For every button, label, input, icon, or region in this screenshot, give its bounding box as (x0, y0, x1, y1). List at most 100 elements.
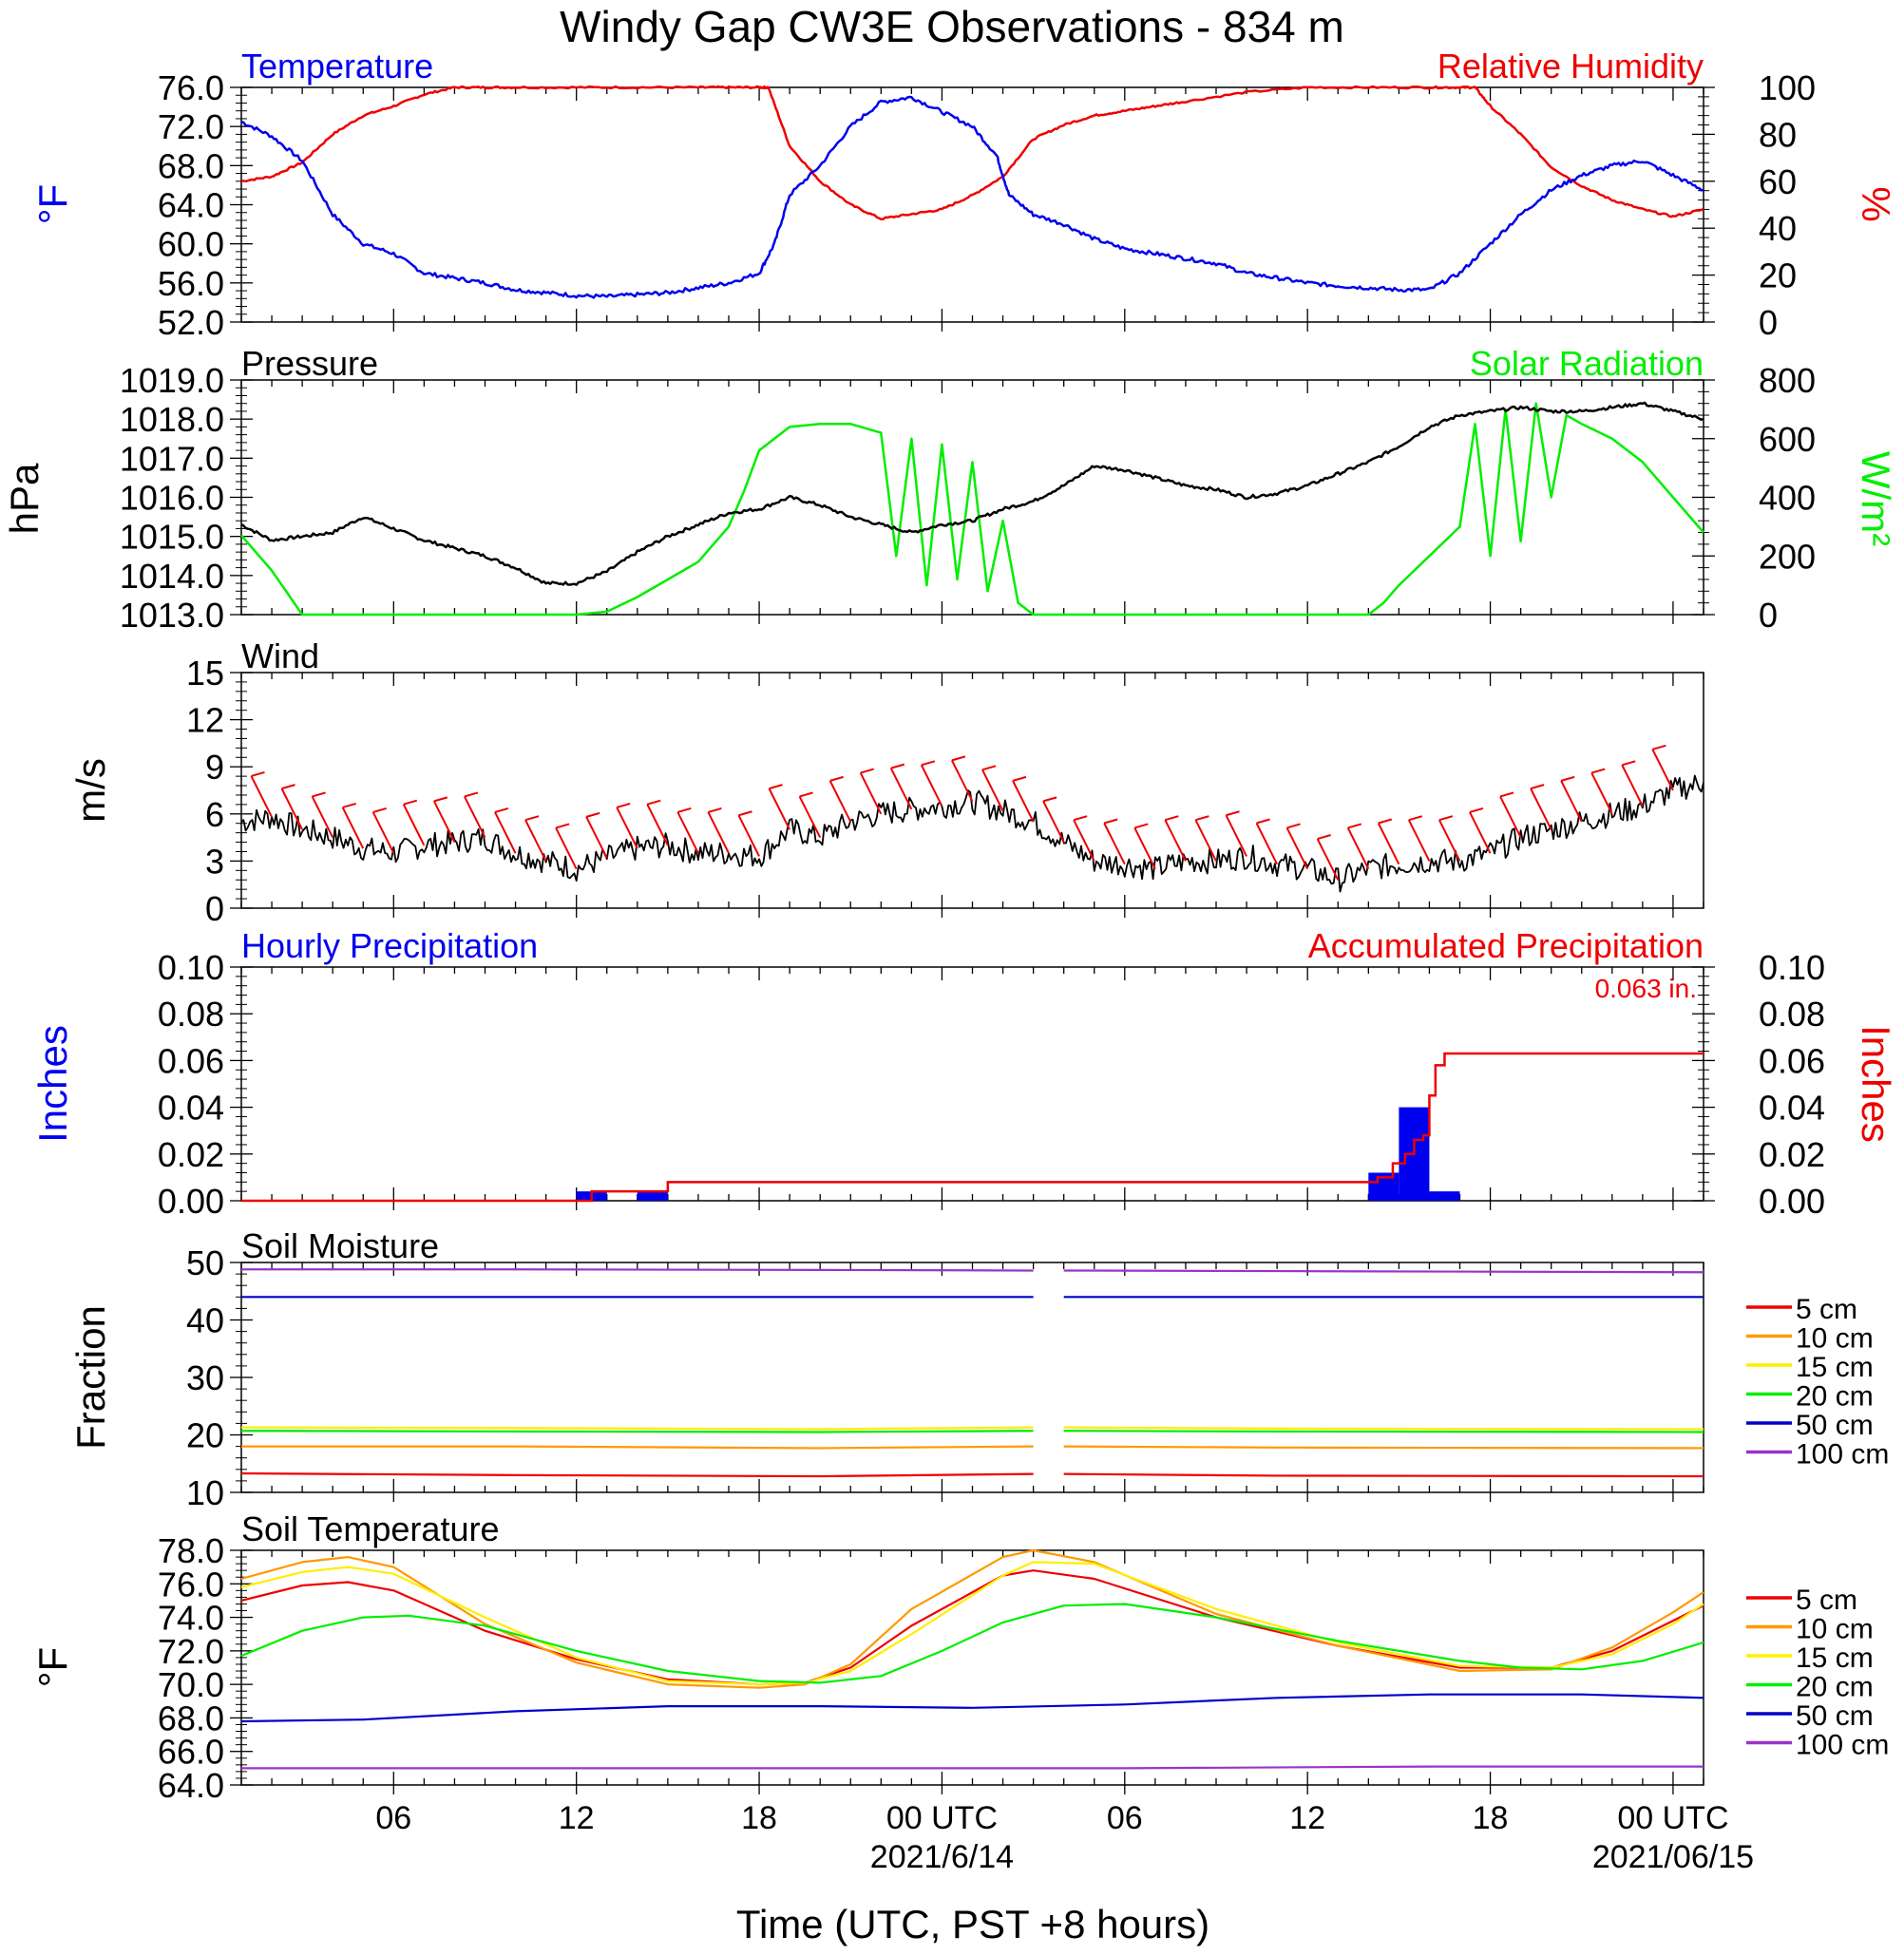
temp-y-tick-label: 60.0 (158, 225, 224, 264)
temperature-title: Temperature (241, 47, 433, 85)
wind-barb (1103, 823, 1126, 865)
legend-label: 5 cm (1796, 1294, 1857, 1325)
wind-barb (1590, 768, 1606, 774)
soil-moisture-10cm-series (241, 1445, 1034, 1450)
wind-barb (371, 811, 395, 854)
wind-barb (981, 765, 997, 771)
pressure-y-tick-label: 1013.0 (120, 596, 224, 635)
wind-barb (1285, 827, 1309, 870)
solar-y-tick-label: 200 (1759, 537, 1816, 576)
solar-axis-label: W/m² (1854, 451, 1898, 546)
wind-barb (1134, 823, 1149, 829)
pressure-y-tick-label: 1019.0 (120, 361, 224, 400)
legend-label: 15 cm (1796, 1642, 1874, 1674)
wind-barb (646, 804, 669, 846)
hourly-precip-title: Hourly Precipitation (241, 926, 538, 965)
wind-title: Wind (241, 636, 319, 675)
temp-axis-label: °F (30, 184, 75, 224)
wind-barb (1560, 775, 1575, 782)
accum-precip-title: Accumulated Precipitation (1308, 926, 1704, 965)
wind-barb (768, 788, 791, 830)
humidity-title: Relative Humidity (1438, 47, 1704, 85)
x-tick-label: 00 UTC (1617, 1800, 1728, 1836)
solar-y-tick-label: 600 (1759, 420, 1816, 459)
pressure-series (240, 401, 1704, 586)
wind-barb (737, 814, 760, 857)
wind-barb (738, 810, 752, 817)
wind-barb (860, 768, 874, 774)
rh-y-tick-label: 40 (1759, 209, 1797, 248)
wind-barb (1560, 780, 1583, 823)
soil-moisture-5cm-series (1063, 1472, 1704, 1478)
legend-label: 50 cm (1796, 1410, 1874, 1441)
legend-label: 10 cm (1796, 1614, 1874, 1645)
panel-0: 76.072.068.064.060.056.052.0 100 80 60 40 20 0… (30, 47, 1898, 342)
precip-y-right-tick-label: 0.04 (1759, 1089, 1825, 1128)
precip-right-axis-label: Inches (1854, 1025, 1898, 1143)
temp-y-tick-label: 68.0 (158, 146, 224, 185)
wind-barb (1195, 815, 1209, 822)
wind-barb (555, 823, 570, 829)
legend-label: 100 cm (1796, 1730, 1889, 1761)
x-tick-label: 06 (1107, 1800, 1143, 1836)
panels: 76.072.068.064.060.056.052.0100806040200… (2, 47, 1898, 1875)
soil-temp-y-tick-label: 72.0 (158, 1632, 224, 1671)
accum-total-label: 0.063 in. (1595, 974, 1697, 1003)
temp-y-tick-label: 76.0 (158, 68, 224, 107)
rh-y-tick-label: 20 (1759, 256, 1797, 295)
wind-barb (1286, 823, 1301, 829)
wind-barb (464, 795, 486, 839)
wind-barb (1621, 764, 1644, 807)
precip-y-right-tick-label: 0.08 (1759, 995, 1825, 1034)
wind-barb (312, 791, 326, 798)
wind-barb (464, 791, 479, 798)
wind-barb (524, 819, 547, 862)
soil-moisture-15cm-series (1063, 1426, 1704, 1431)
soil-temp-20cm-series (240, 1603, 1704, 1684)
rh-y-tick-label: 0 (1759, 303, 1778, 342)
hourly-precip-bar (637, 1191, 668, 1201)
soil-temp-y-tick-label: 68.0 (158, 1699, 224, 1737)
wind-barb (616, 807, 638, 849)
pressure-title: Pressure (241, 344, 378, 383)
wind-barb (829, 775, 844, 782)
wind-barb (616, 803, 631, 808)
wind-barb (1408, 815, 1423, 822)
wind-series (240, 774, 1704, 893)
x-tick-label: 18 (1473, 1800, 1509, 1836)
precip-y-right-tick-label: 0.00 (1759, 1182, 1825, 1221)
wind-barb (1378, 818, 1393, 825)
wind-barb (494, 807, 509, 813)
wind-barb (281, 784, 295, 790)
legend-label: 20 cm (1796, 1672, 1874, 1703)
wind-barb (555, 827, 578, 870)
hourly-precip-bar (1429, 1191, 1460, 1201)
accum-precip-series (241, 1052, 1704, 1203)
wind-barb (1225, 814, 1247, 857)
pressure-y-tick-label: 1014.0 (120, 557, 224, 596)
wind-barb (1194, 819, 1217, 862)
wind-barb (1377, 823, 1400, 865)
x-date-label: 2021/06/15 (1592, 1839, 1754, 1875)
precip-y-right-tick-label: 0.06 (1759, 1041, 1825, 1080)
solar-y-tick-label: 400 (1759, 479, 1816, 518)
wind-barb (1469, 807, 1484, 813)
wind-barb (494, 811, 517, 854)
temp-y-tick-label: 72.0 (158, 107, 224, 146)
wind-barb (1438, 815, 1454, 822)
soil-moisture-20cm-series (1063, 1430, 1704, 1433)
soil-moisture-100cm-series (241, 1268, 1034, 1272)
solar-y-tick-label: 800 (1759, 361, 1816, 400)
wind-barb (647, 799, 661, 806)
wind-barb (433, 796, 448, 803)
temp-y-tick-label: 56.0 (158, 264, 224, 303)
wind-barb (1012, 775, 1027, 782)
wind-barb (1073, 815, 1088, 822)
temp-y-tick-label: 64.0 (158, 186, 224, 225)
precip-left-axis-label: Inches (30, 1025, 75, 1143)
precip-y-tick-label: 0.06 (158, 1041, 224, 1080)
wind-y-tick-label: 6 (205, 795, 224, 834)
legend-label: 100 cm (1796, 1439, 1889, 1471)
